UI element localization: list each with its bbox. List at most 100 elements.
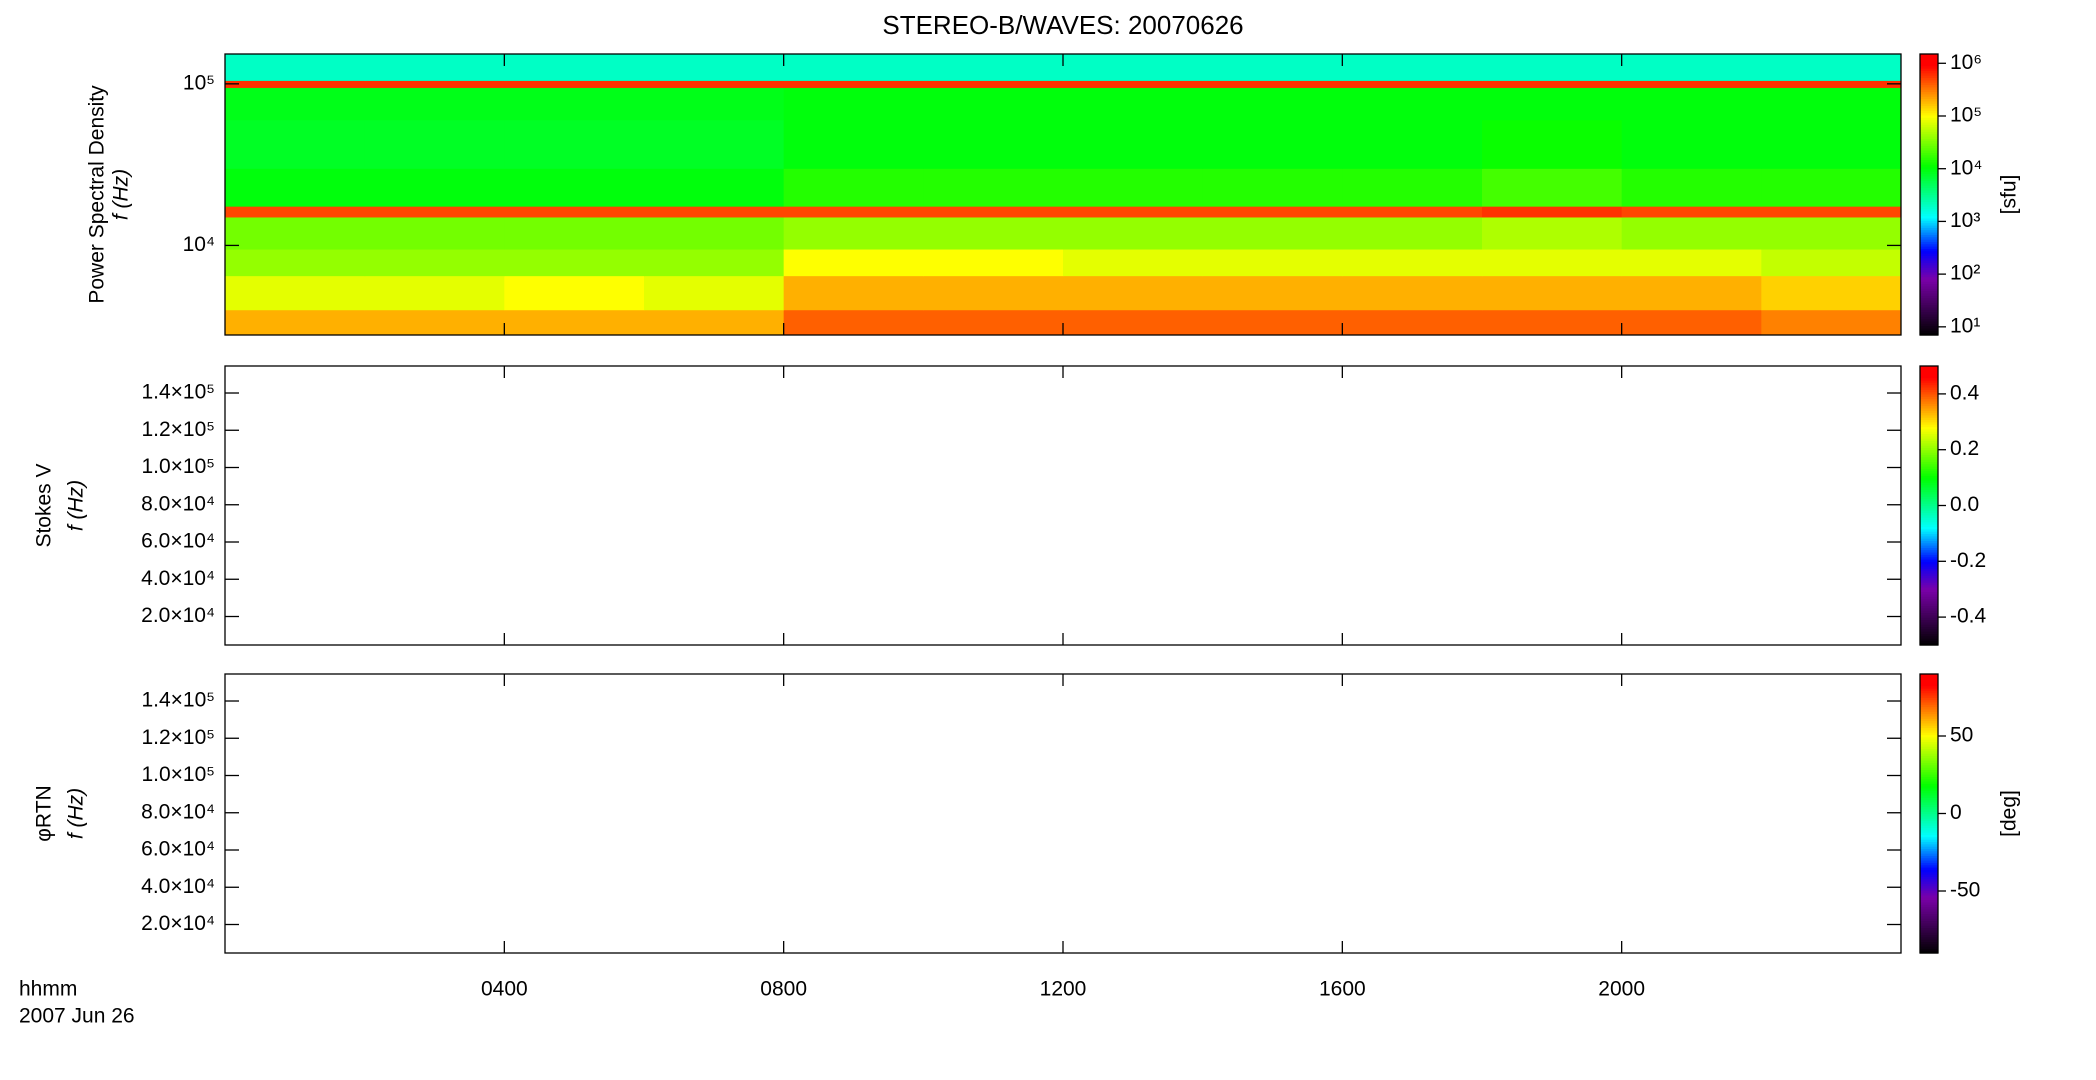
colorbar-swatch: [1920, 135, 1938, 139]
colorbar-swatch: [1920, 452, 1938, 455]
heatmap-cell: [504, 309, 645, 336]
colorbar-swatch: [1920, 808, 1938, 812]
heatmap-cell: [1063, 80, 1204, 88]
colorbar-swatch: [1920, 140, 1938, 144]
colorbar-swatch: [1920, 890, 1938, 894]
x-tick-label: 2000: [1598, 978, 1645, 1001]
colorbar-swatch: [1920, 61, 1938, 64]
colorbar-swatch: [1920, 674, 1938, 677]
colorbar-tick-label: 10⁶: [1950, 51, 1982, 74]
heatmap-cell: [783, 249, 924, 277]
colorbar-swatch: [1920, 540, 1938, 544]
colorbar-swatch: [1920, 159, 1938, 163]
heatmap-cell: [1063, 119, 1204, 169]
heatmap-cell: [783, 168, 924, 207]
colorbar-swatch: [1920, 231, 1938, 235]
colorbar-swatch: [1920, 694, 1938, 698]
colorbar-swatch: [1920, 678, 1938, 682]
colorbar-swatch: [1920, 366, 1938, 369]
colorbar-swatch: [1920, 767, 1938, 770]
colorbar-swatch: [1920, 727, 1938, 731]
heatmap-cell: [225, 275, 366, 311]
y-axis-title: Stokes V: [33, 463, 56, 547]
colorbar-swatch: [1920, 498, 1938, 502]
colorbar-swatch: [1920, 725, 1938, 729]
heatmap-cell: [1342, 168, 1483, 207]
heatmap-cell: [1482, 206, 1623, 218]
colorbar-swatch: [1920, 117, 1938, 121]
colorbar-swatch: [1920, 787, 1938, 791]
colorbar-swatch: [1920, 750, 1938, 754]
colorbar-swatch: [1920, 168, 1938, 172]
heatmap-cell: [644, 309, 785, 336]
heatmap-cell: [1621, 206, 1762, 218]
colorbar-swatch: [1920, 297, 1938, 301]
y-tick-label: 1.4×10⁵: [141, 381, 215, 404]
colorbar-swatch: [1920, 704, 1938, 708]
heatmap-cell: [1063, 309, 1204, 336]
plot-frame: [224, 365, 1902, 646]
colorbar-swatch: [1920, 913, 1938, 917]
colorbar-swatch: [1920, 528, 1938, 532]
colorbar-swatch: [1920, 794, 1938, 798]
heatmap-cell: [1482, 168, 1623, 207]
colorbar-title: [sfu]: [1998, 175, 2021, 215]
heatmap-cell: [783, 309, 924, 336]
colorbar-swatch: [1920, 801, 1938, 805]
colorbar-swatch: [1920, 173, 1938, 177]
heatmap-cell: [225, 168, 366, 207]
colorbar-swatch: [1920, 906, 1938, 910]
colorbar-swatch: [1920, 600, 1938, 604]
heatmap-cell: [1482, 87, 1623, 121]
colorbar-swatch: [1920, 850, 1938, 854]
colorbar-swatch: [1920, 519, 1938, 523]
colorbar-swatch: [1920, 545, 1938, 548]
colorbar-swatch: [1920, 295, 1938, 299]
colorbar-swatch: [1920, 271, 1938, 275]
colorbar-swatch: [1920, 91, 1938, 95]
colorbar-swatch: [1920, 624, 1938, 627]
colorbar-swatch: [1920, 521, 1938, 525]
colorbar-swatch: [1920, 229, 1938, 233]
heatmap-cell: [225, 54, 366, 81]
colorbar-swatch: [1920, 908, 1938, 912]
colorbar-swatch: [1920, 946, 1938, 949]
heatmap-cell: [1342, 249, 1483, 277]
colorbar-tick-label: -0.4: [1950, 605, 1987, 628]
heatmap-cell: [923, 275, 1064, 311]
heatmap-cell: [225, 216, 366, 250]
colorbar-swatch: [1920, 860, 1938, 863]
colorbar-swatch: [1920, 250, 1938, 254]
colorbar-swatch: [1920, 433, 1938, 437]
colorbar-swatch: [1920, 424, 1938, 428]
colorbar-swatch: [1920, 607, 1938, 611]
colorbar-swatch: [1920, 612, 1938, 616]
colorbar-swatch: [1920, 804, 1938, 808]
colorbar-swatch: [1920, 332, 1938, 336]
colorbar-swatch: [1920, 783, 1938, 787]
colorbar-swatch: [1920, 161, 1938, 165]
colorbar-swatch: [1920, 591, 1938, 595]
colorbar-swatch: [1920, 264, 1938, 268]
colorbar-swatch: [1920, 538, 1938, 541]
colorbar-swatch: [1920, 316, 1938, 320]
colorbar-swatch: [1920, 84, 1938, 88]
colorbar-swatch: [1920, 894, 1938, 898]
colorbar-swatch: [1920, 685, 1938, 689]
heatmap-cell: [1342, 80, 1483, 88]
colorbar-swatch: [1920, 484, 1938, 488]
colorbar-swatch: [1920, 89, 1938, 93]
colorbar-swatch: [1920, 855, 1938, 859]
y-axis-title: f (Hz): [65, 788, 88, 839]
colorbar-swatch: [1920, 864, 1938, 868]
colorbar-swatch: [1920, 496, 1938, 500]
heatmap-cell: [1761, 309, 1902, 336]
colorbar-swatch: [1920, 220, 1938, 224]
colorbar-swatch: [1920, 58, 1938, 62]
x-axis-title: 2007 Jun 26: [19, 1005, 135, 1028]
colorbar-swatch: [1920, 610, 1938, 614]
colorbar-swatch: [1920, 477, 1938, 481]
colorbar-swatch: [1920, 575, 1938, 579]
colorbar-swatch: [1920, 934, 1938, 938]
colorbar-swatch: [1920, 199, 1938, 203]
